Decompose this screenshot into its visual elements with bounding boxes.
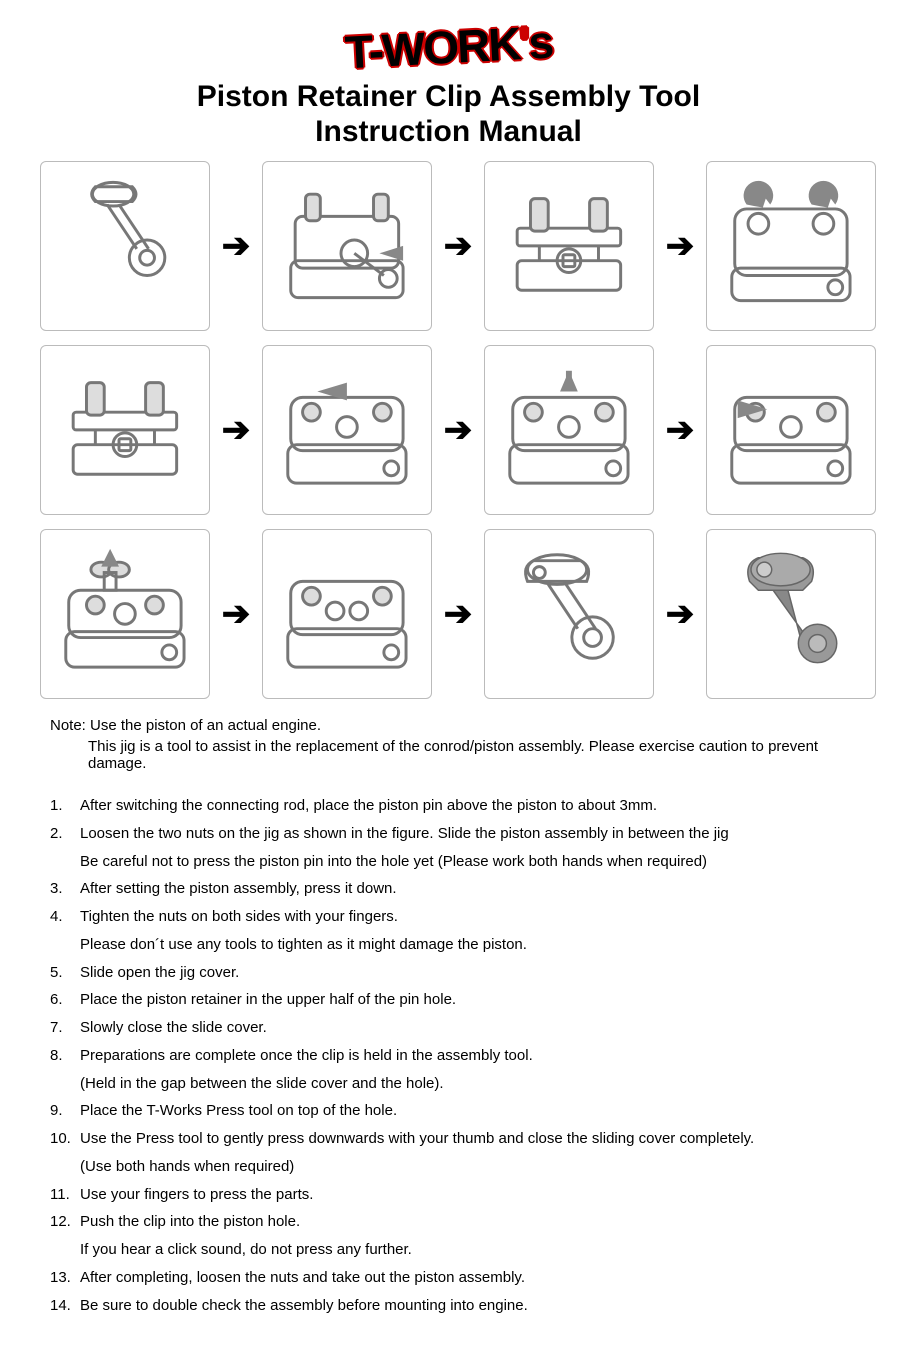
step-text: Slowly close the slide cover. [80, 1014, 267, 1042]
step-number: 3. [50, 875, 80, 903]
instruction-step: 13.After completing, loosen the nuts and… [50, 1264, 857, 1292]
diagram-panel-4 [706, 161, 876, 331]
step-number: 14. [50, 1292, 80, 1320]
step-number: 9. [50, 1097, 80, 1125]
diagram-arrow: ➔ [444, 226, 473, 266]
diagram-arrow: ➔ [222, 226, 251, 266]
page-title: Piston Retainer Clip Assembly Tool Instr… [40, 80, 857, 149]
step-number: 4. [50, 903, 80, 931]
step-number: 11. [50, 1181, 80, 1209]
step-subtext: Please don´t use any tools to tighten as… [50, 931, 527, 959]
step-subtext: Be careful not to press the piston pin i… [50, 848, 707, 876]
diagram-panel-5 [40, 345, 210, 515]
step-number: 7. [50, 1014, 80, 1042]
step-number: 13. [50, 1264, 80, 1292]
step-text: Push the clip into the piston hole. [80, 1208, 300, 1236]
instruction-step: 3.After setting the piston assembly, pre… [50, 875, 857, 903]
diagram-panel-9 [40, 529, 210, 699]
instruction-step: 14.Be sure to double check the assembly … [50, 1292, 857, 1320]
diagram-panel-3 [484, 161, 654, 331]
instruction-step: 4.Tighten the nuts on both sides with yo… [50, 903, 857, 931]
instruction-step: 8.Preparations are complete once the cli… [50, 1042, 857, 1070]
step-number: 12. [50, 1208, 80, 1236]
diagram-panel-8 [706, 345, 876, 515]
diagram-panel-10 [262, 529, 432, 699]
step-number: 5. [50, 959, 80, 987]
instruction-step: 2.Loosen the two nuts on the jig as show… [50, 820, 857, 848]
diagram-panel-11 [484, 529, 654, 699]
instruction-step: Be careful not to press the piston pin i… [50, 848, 857, 876]
diagram-arrow: ➔ [444, 410, 473, 450]
step-text: Place the T-Works Press tool on top of t… [80, 1097, 397, 1125]
instruction-step: 5.Slide open the jig cover. [50, 959, 857, 987]
instruction-step: 12.Push the clip into the piston hole. [50, 1208, 857, 1236]
step-subtext: If you hear a click sound, do not press … [50, 1236, 412, 1264]
note-line-2: This jig is a tool to assist in the repl… [40, 738, 857, 772]
note-line-1: Note: Use the piston of an actual engine… [40, 717, 857, 734]
instruction-step: 9.Place the T-Works Press tool on top of… [50, 1097, 857, 1125]
brand-logo-wrap: T-WORK's [40, 20, 857, 74]
instruction-steps: 1.After switching the connecting rod, pl… [40, 792, 857, 1319]
diagram-panel-12 [706, 529, 876, 699]
diagram-panel-2 [262, 161, 432, 331]
diagram-arrow: ➔ [666, 410, 695, 450]
step-text: Be sure to double check the assembly bef… [80, 1292, 528, 1320]
instruction-step: Please don´t use any tools to tighten as… [50, 931, 857, 959]
step-text: Loosen the two nuts on the jig as shown … [80, 820, 729, 848]
title-line-2: Instruction Manual [40, 115, 857, 150]
step-text: After setting the piston assembly, press… [80, 875, 397, 903]
step-number: 1. [50, 792, 80, 820]
step-number: 10. [50, 1125, 80, 1153]
instruction-step: 6.Place the piston retainer in the upper… [50, 986, 857, 1014]
diagram-panel-1 [40, 161, 210, 331]
step-subtext: (Held in the gap between the slide cover… [50, 1070, 444, 1098]
step-text: Preparations are complete once the clip … [80, 1042, 533, 1070]
title-line-1: Piston Retainer Clip Assembly Tool [40, 80, 857, 115]
instruction-step: (Use both hands when required) [50, 1153, 857, 1181]
instruction-step: (Held in the gap between the slide cover… [50, 1070, 857, 1098]
step-number: 6. [50, 986, 80, 1014]
instruction-step: 11.Use your fingers to press the parts. [50, 1181, 857, 1209]
step-subtext: (Use both hands when required) [50, 1153, 294, 1181]
step-text: Tighten the nuts on both sides with your… [80, 903, 398, 931]
diagram-panel-6 [262, 345, 432, 515]
step-text: Use your fingers to press the parts. [80, 1181, 313, 1209]
instruction-step: 7.Slowly close the slide cover. [50, 1014, 857, 1042]
diagram-arrow: ➔ [444, 594, 473, 634]
brand-logo: T-WORK's [344, 15, 554, 80]
instruction-step: If you hear a click sound, do not press … [50, 1236, 857, 1264]
diagram-arrow: ➔ [666, 226, 695, 266]
step-text: Place the piston retainer in the upper h… [80, 986, 456, 1014]
instruction-step: 10.Use the Press tool to gently press do… [50, 1125, 857, 1153]
step-number: 8. [50, 1042, 80, 1070]
step-text: After switching the connecting rod, plac… [80, 792, 657, 820]
step-number: 2. [50, 820, 80, 848]
diagram-arrow: ➔ [666, 594, 695, 634]
instruction-step: 1.After switching the connecting rod, pl… [50, 792, 857, 820]
diagram-panel-7 [484, 345, 654, 515]
step-text: After completing, loosen the nuts and ta… [80, 1264, 525, 1292]
diagram-arrow: ➔ [222, 594, 251, 634]
step-text: Use the Press tool to gently press downw… [80, 1125, 754, 1153]
diagram-arrow: ➔ [222, 410, 251, 450]
diagram-grid: ➔ ➔ [40, 161, 857, 699]
step-text: Slide open the jig cover. [80, 959, 239, 987]
